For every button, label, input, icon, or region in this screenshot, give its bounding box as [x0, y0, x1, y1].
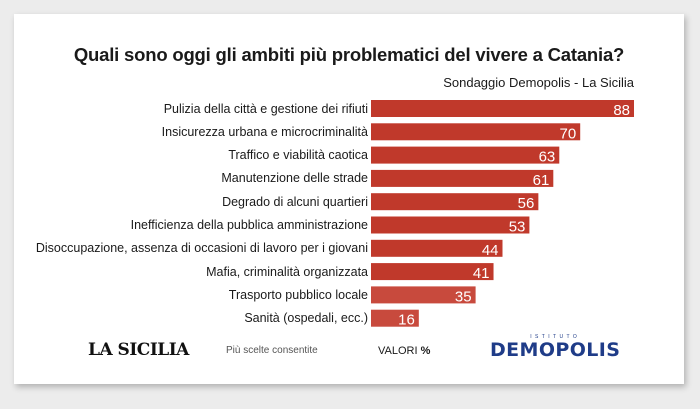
- category-label-3: Traffico e viabilità caotica: [228, 148, 368, 163]
- demopolis-logo-text: DEMOPOLIS: [490, 339, 621, 361]
- bar-value-label-10: 16: [398, 312, 415, 329]
- category-label-4: Manutenzione delle strade: [221, 171, 368, 186]
- demopolis-logo: ISTITUTO DEMOPOLIS: [490, 334, 620, 360]
- bar-value-label-6: 53: [509, 219, 526, 236]
- bar-8: [371, 263, 494, 281]
- category-label-6: Inefficienza della pubblica amministrazi…: [130, 218, 368, 232]
- bar-value-label-3: 63: [539, 149, 556, 166]
- bar-9: [371, 286, 476, 304]
- category-label-9: Trasporto pubblico locale: [228, 287, 368, 302]
- bar-2: [371, 123, 581, 141]
- bar-7: [371, 239, 503, 257]
- category-label-5: Degrado di alcuni quartieri: [222, 194, 368, 209]
- bar-10: [371, 309, 419, 327]
- bar-value-label-8: 41: [473, 265, 490, 282]
- la-sicilia-logo: LA SICILIA: [88, 340, 189, 360]
- bar-value-label-7: 44: [482, 242, 499, 259]
- bar-5: [371, 193, 539, 211]
- bar-value-label-2: 70: [560, 125, 577, 142]
- category-label-8: Mafia, criminalità organizzata: [206, 264, 368, 279]
- bar-1: [371, 100, 634, 117]
- footnote: Più scelte consentite: [226, 345, 318, 356]
- unit-symbol: %: [420, 345, 431, 357]
- demopolis-logo-tag: ISTITUTO: [530, 334, 581, 340]
- category-label-7: Disoccupazione, assenza di occasioni di …: [35, 241, 368, 256]
- bar-value-label-9: 35: [455, 288, 472, 305]
- bar-value-label-4: 61: [533, 172, 550, 189]
- category-label-2: Insicurezza urbana e microcriminalità: [161, 124, 368, 139]
- category-label-1: Pulizia della città e gestione dei rifiu…: [163, 101, 368, 116]
- chart-card: Quali sono oggi gli ambiti più problemat…: [14, 14, 684, 384]
- unit-label: VALORI %: [378, 345, 430, 357]
- bar-3: [371, 146, 560, 164]
- unit-text: VALORI: [378, 345, 418, 357]
- chart-title: Quali sono oggi gli ambiti più problemat…: [73, 44, 625, 65]
- category-label-10: Sanità (ospedali, ecc.): [244, 311, 368, 326]
- bar-value-label-1: 88: [613, 102, 630, 119]
- bar-value-label-5: 56: [518, 195, 535, 212]
- chart-source: Sondaggio Demopolis - La Sicilia: [443, 75, 634, 90]
- bar-6: [371, 216, 530, 234]
- bar-4: [371, 169, 554, 187]
